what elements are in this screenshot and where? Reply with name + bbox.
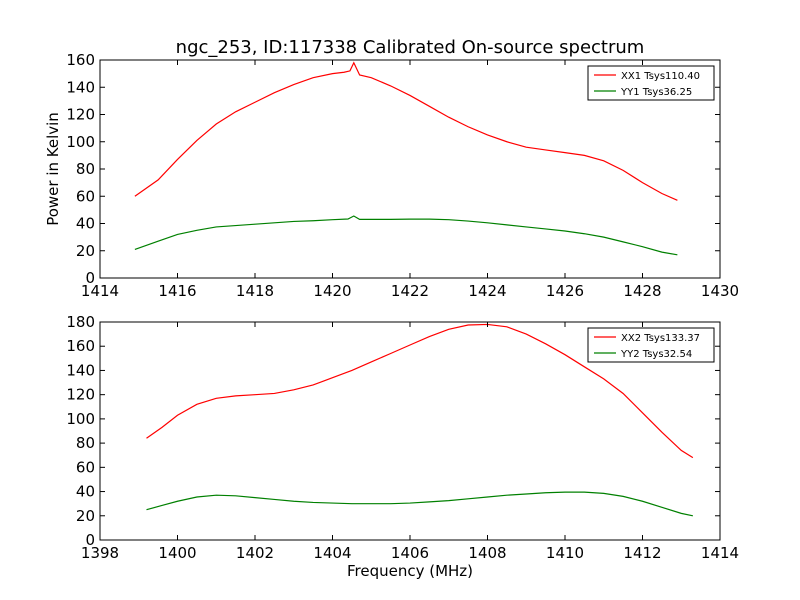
- bottom-legend-label-2: YY2 Tsys32.54: [620, 349, 692, 360]
- top-y-tick-label: 20: [76, 242, 95, 260]
- top-y-tick-label: 60: [76, 187, 95, 205]
- bottom-x-tick-label: 1412: [623, 544, 661, 562]
- bottom-x-axis-label: Frequency (MHz): [347, 562, 473, 580]
- bottom-y-tick-label: 100: [66, 410, 95, 428]
- bottom-x-tick-label: 1400: [158, 544, 196, 562]
- bottom-y-tick-label: 140: [66, 361, 95, 379]
- top-x-tick-label: 1416: [158, 282, 196, 300]
- top-x-tick-label: 1424: [468, 282, 506, 300]
- top-y-tick-label: 40: [76, 215, 95, 233]
- bottom-x-tick-label: 1398: [81, 544, 119, 562]
- bottom-y-tick-label: 160: [66, 337, 95, 355]
- bottom-x-tick-label: 1404: [313, 544, 351, 562]
- top-y-tick-label: 0: [85, 269, 95, 287]
- bottom-y-tick-label: 40: [76, 483, 95, 501]
- top-y-tick-label: 80: [76, 160, 95, 178]
- top-x-tick-label: 1420: [313, 282, 351, 300]
- top-y-tick-label: 140: [66, 78, 95, 96]
- bottom-legend-label-1: XX2 Tsys133.37: [621, 333, 700, 344]
- bottom-x-tick-label: 1414: [701, 544, 739, 562]
- bottom-y-tick-label: 120: [66, 386, 95, 404]
- top-legend-box: [587, 65, 715, 101]
- top-plot: 1414 1416 1418 1420 1422 1424 1426 1428 1430 0 20 4…: [66, 51, 739, 300]
- bottom-legend: XX2 Tsys133.37 YY2 Tsys32.54: [587, 327, 715, 363]
- top-y-tick-label: 160: [66, 51, 95, 69]
- top-x-tick-label: 1422: [391, 282, 429, 300]
- top-legend: XX1 Tsys110.40 YY1 Tsys36.25: [587, 65, 715, 101]
- bottom-series-line-1: [146, 323, 694, 459]
- top-y-tick-label: 100: [66, 133, 95, 151]
- top-x-tick-label: 1414: [81, 282, 119, 300]
- bottom-y-tick-label: 80: [76, 434, 95, 452]
- bottom-y-tick-label: 180: [66, 313, 95, 331]
- bottom-x-tick-label: 1402: [236, 544, 274, 562]
- top-y-axis-label: Power in Kelvin: [44, 112, 62, 226]
- top-y-tick-label: 120: [66, 106, 95, 124]
- bottom-x-tick-label: 1408: [468, 544, 506, 562]
- top-legend-label-1: XX1 Tsys110.40: [621, 71, 700, 82]
- top-x-tick-label: 1428: [623, 282, 661, 300]
- bottom-series-line-2: [146, 491, 693, 517]
- top-legend-label-2: YY1 Tsys36.25: [620, 87, 692, 98]
- bottom-legend-box: [587, 327, 715, 363]
- bottom-y-tick-label: 60: [76, 458, 95, 476]
- bottom-x-tick-label: 1406: [391, 544, 429, 562]
- bottom-y-tick-label: 0: [85, 531, 95, 549]
- top-x-tick-label: 1430: [701, 282, 739, 300]
- chart-title: ngc_253, ID:117338 Calibrated On-source …: [176, 37, 645, 58]
- bottom-y-tick-label: 20: [76, 507, 95, 525]
- bottom-plot: 1398 1400 1402 1404 1406 1408 1410 1412 1414 0 20 4…: [66, 313, 739, 562]
- top-x-tick-label: 1426: [546, 282, 584, 300]
- bottom-x-tick-label: 1410: [546, 544, 584, 562]
- top-series-line-2: [134, 215, 678, 256]
- top-series-line-1: [134, 61, 678, 201]
- top-x-tick-label: 1418: [236, 282, 274, 300]
